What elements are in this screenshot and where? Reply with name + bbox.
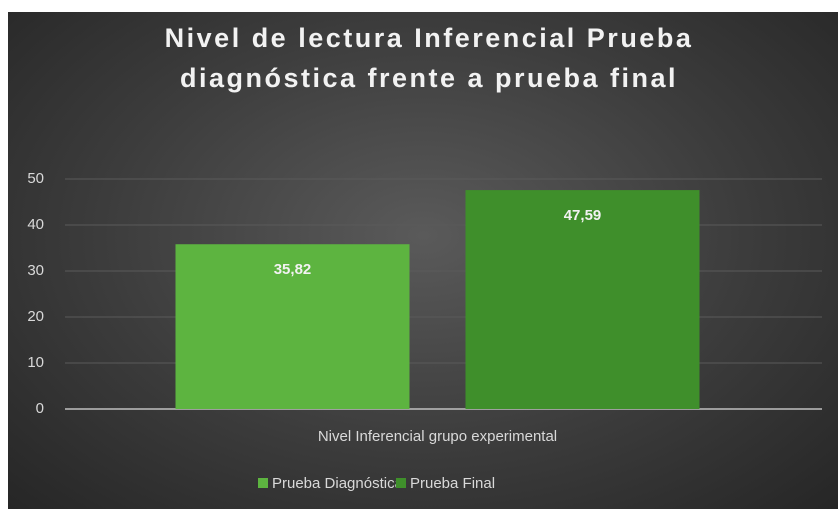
y-tick-label: 50 xyxy=(27,170,44,187)
legend-swatch xyxy=(396,478,406,488)
y-tick-label: 30 xyxy=(27,262,44,279)
legend-label: Prueba Diagnóstica xyxy=(272,475,404,492)
chart-background xyxy=(8,12,838,509)
y-tick-label: 20 xyxy=(27,308,44,325)
bar xyxy=(175,244,410,409)
x-tick-label: Nivel Inferencial grupo experimental xyxy=(318,428,557,445)
data-label: 35,82 xyxy=(274,261,312,278)
legend-label: Prueba Final xyxy=(410,475,495,492)
chart-title: Nivel de lectura Inferencial Prueba diag… xyxy=(164,23,694,93)
y-tick-label: 40 xyxy=(27,216,44,233)
bar xyxy=(465,190,700,409)
y-tick-label: 10 xyxy=(27,354,44,371)
y-tick-label: 0 xyxy=(36,400,44,417)
data-label: 47,59 xyxy=(564,207,602,224)
legend-swatch xyxy=(258,478,268,488)
